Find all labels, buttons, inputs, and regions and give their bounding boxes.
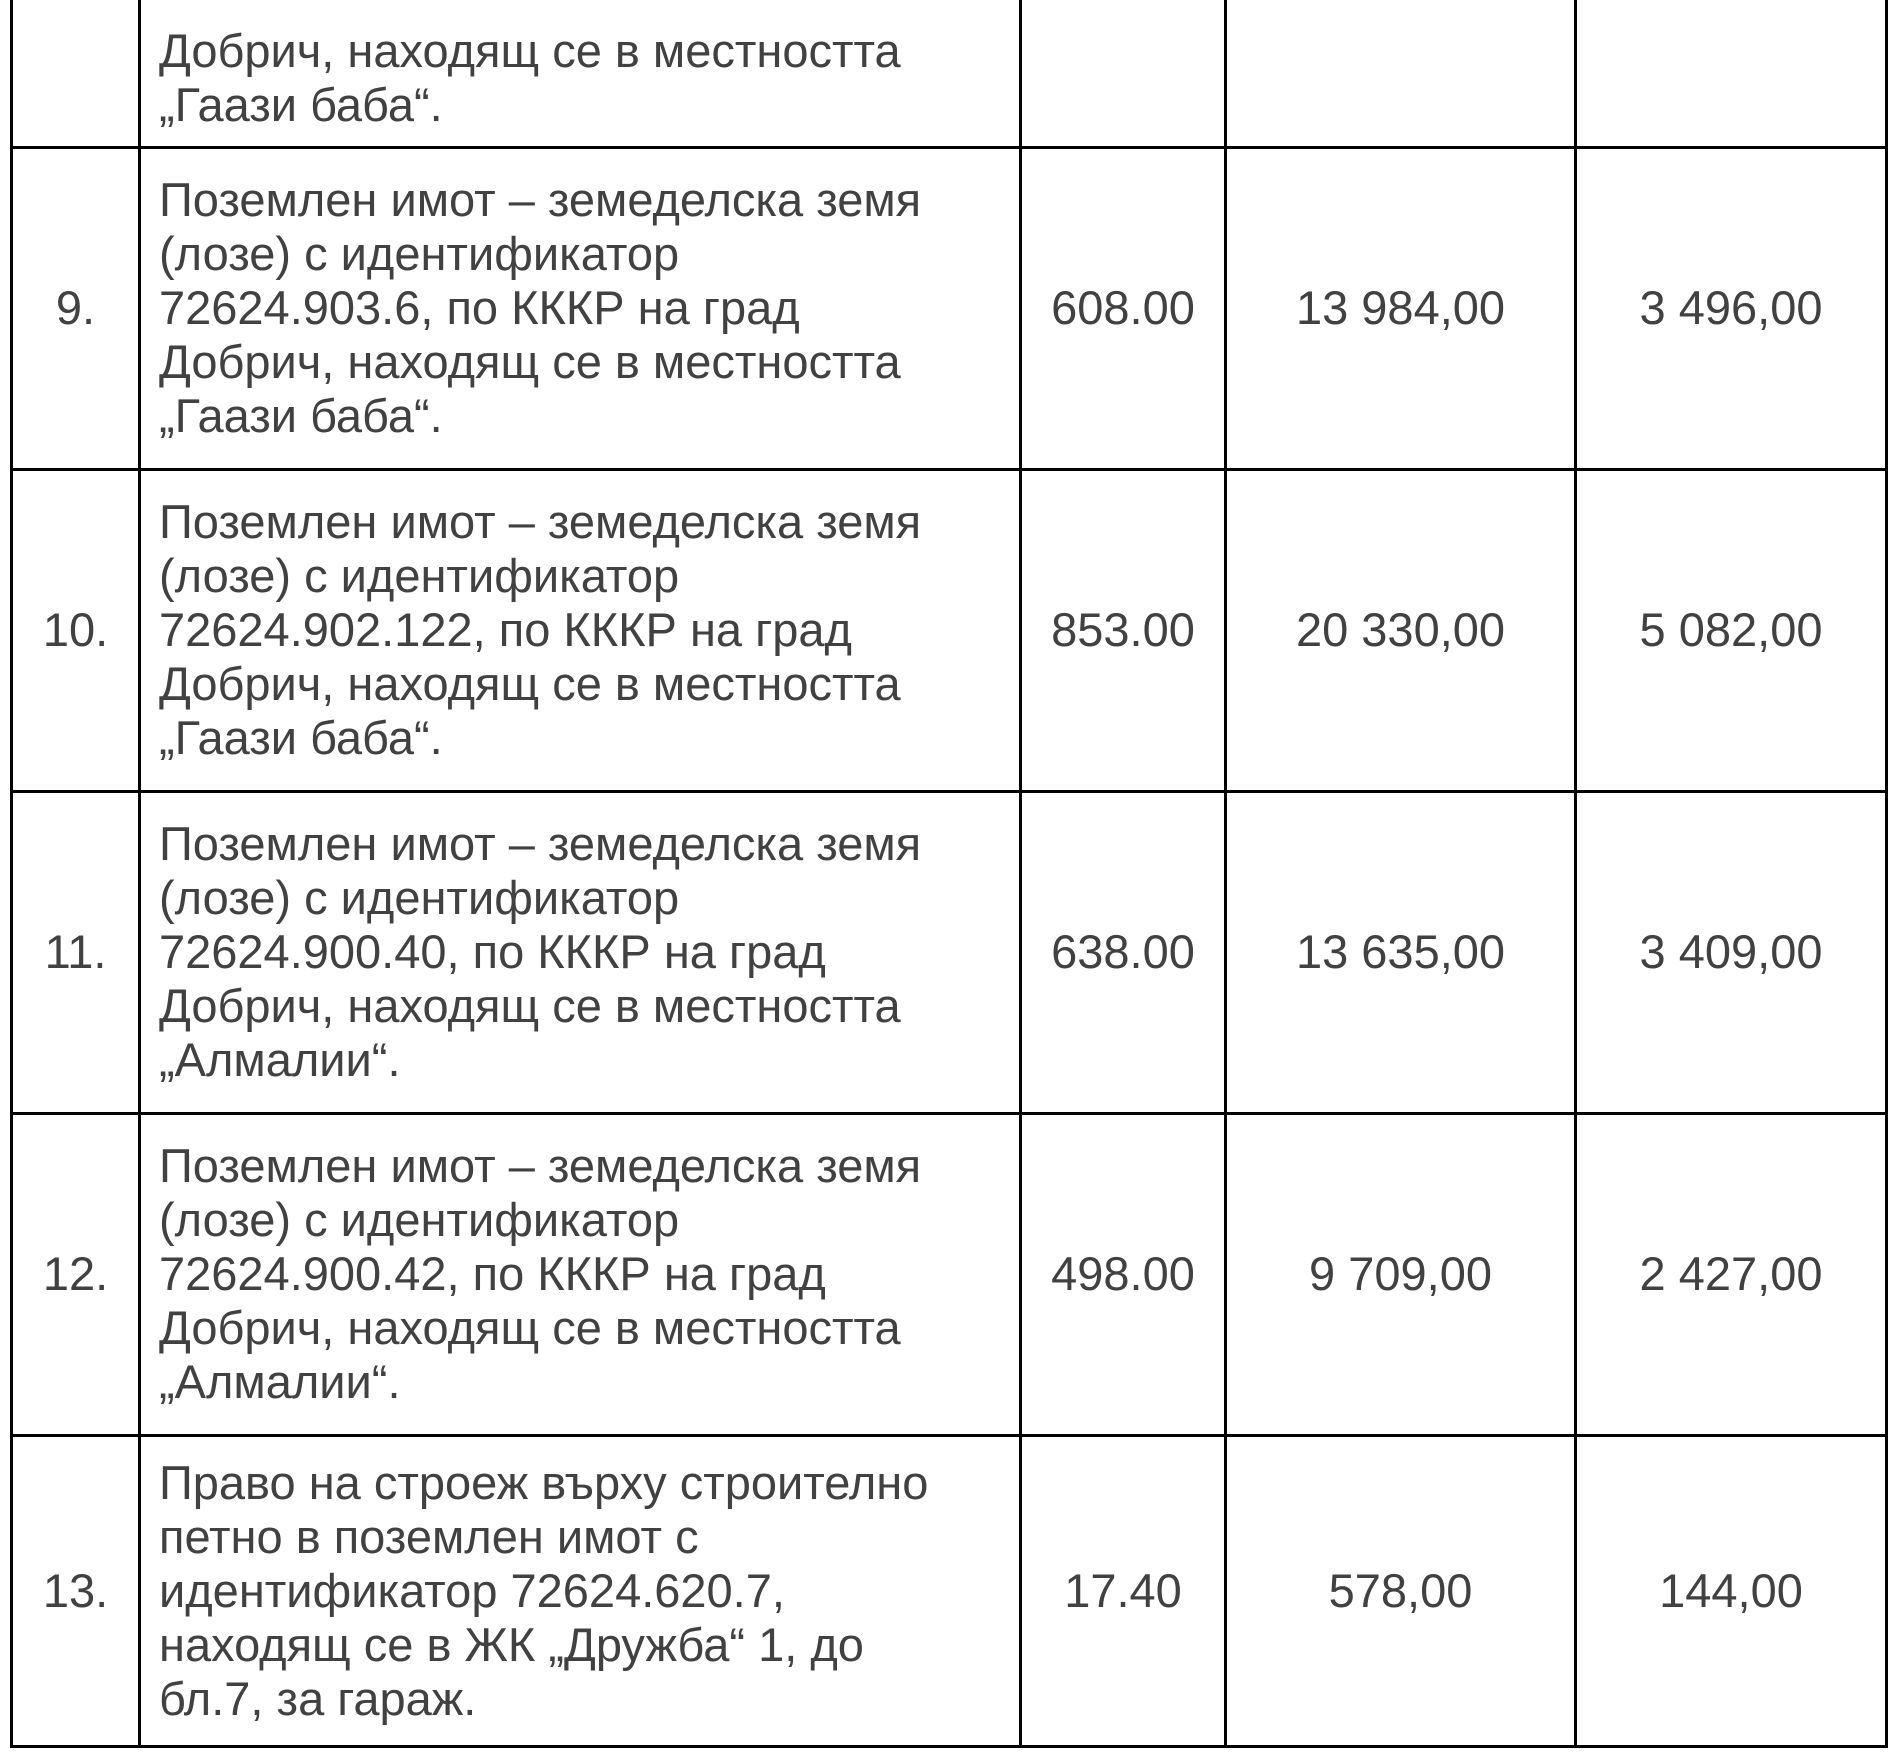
numeric-cell: 608.00 — [1019, 145, 1227, 471]
numeric-cell: 13 984,00 — [1224, 145, 1577, 471]
description-cell: Поземлен имот – земеделска земя (лозе) с… — [138, 789, 1022, 1115]
description-cell: Поземлен имот – земеделска земя (лозе) с… — [138, 467, 1022, 793]
numeric-cell: 17.40 — [1019, 1433, 1227, 1748]
table-row: Добрич, находящ се в местността „Гаази б… — [10, 0, 1888, 149]
properties-table: Добрич, находящ се в местността „Гаази б… — [10, 0, 1888, 1748]
description-cell: Поземлен имот – земеделска земя (лозе) с… — [138, 145, 1022, 471]
numeric-cell: 13 635,00 — [1224, 789, 1577, 1115]
row-number-cell: 11. — [10, 789, 141, 1115]
numeric-cell: 144,00 — [1574, 1433, 1888, 1748]
table-row: 10. Поземлен имот – земеделска земя (лоз… — [10, 467, 1888, 793]
table-row: 13. Право на строеж върху строително пет… — [10, 1433, 1888, 1748]
numeric-cell: 498.00 — [1019, 1111, 1227, 1437]
numeric-cell: 853.00 — [1019, 467, 1227, 793]
row-number-cell — [10, 0, 141, 149]
numeric-cell: 3 409,00 — [1574, 789, 1888, 1115]
row-number-cell: 12. — [10, 1111, 141, 1437]
numeric-cell: 9 709,00 — [1224, 1111, 1577, 1437]
numeric-cell — [1224, 0, 1577, 149]
description-cell: Право на строеж върху строително петно в… — [138, 1433, 1022, 1748]
description-cell: Добрич, находящ се в местността „Гаази б… — [138, 0, 1022, 149]
table-row: 12. Поземлен имот – земеделска земя (лоз… — [10, 1111, 1888, 1437]
table-row: 11. Поземлен имот – земеделска земя (лоз… — [10, 789, 1888, 1115]
row-number-cell: 9. — [10, 145, 141, 471]
numeric-cell: 20 330,00 — [1224, 467, 1577, 793]
numeric-cell: 3 496,00 — [1574, 145, 1888, 471]
numeric-cell — [1019, 0, 1227, 149]
numeric-cell: 638.00 — [1019, 789, 1227, 1115]
numeric-cell: 578,00 — [1224, 1433, 1577, 1748]
row-number-cell: 13. — [10, 1433, 141, 1748]
description-cell: Поземлен имот – земеделска земя (лозе) с… — [138, 1111, 1022, 1437]
numeric-cell: 5 082,00 — [1574, 467, 1888, 793]
numeric-cell — [1574, 0, 1888, 149]
table-row: 9. Поземлен имот – земеделска земя (лозе… — [10, 145, 1888, 471]
row-number-cell: 10. — [10, 467, 141, 793]
numeric-cell: 2 427,00 — [1574, 1111, 1888, 1437]
